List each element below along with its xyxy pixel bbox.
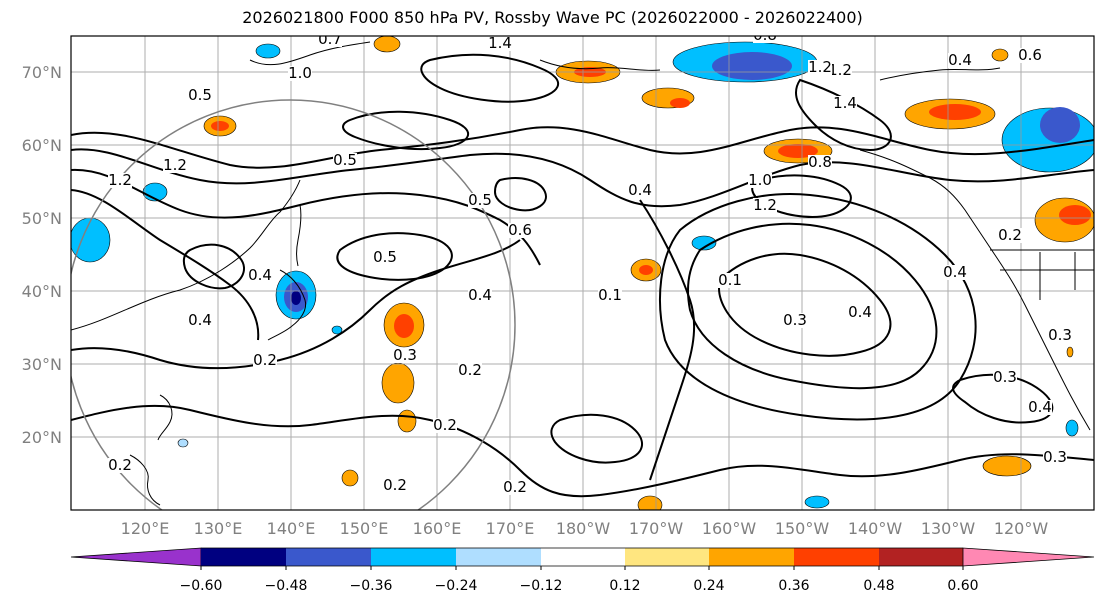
colorbar-extend-min <box>70 547 202 567</box>
lon-label: 150°W <box>775 519 830 538</box>
contour-label: 1.4 <box>833 94 857 112</box>
contour-label: 0.4 <box>628 181 652 199</box>
lon-label: 170°E <box>486 519 535 538</box>
lon-label: 130°W <box>921 519 976 538</box>
graticule <box>71 36 1094 510</box>
contour-label: 0.2 <box>998 226 1022 244</box>
contour-label: 0.4 <box>248 266 272 284</box>
reference-circle <box>71 99 516 510</box>
lat-label: 20°N <box>22 428 62 447</box>
colorbar-tick-label: −0.60 <box>180 578 223 594</box>
colorbar-tick-labels: −0.60 −0.48 −0.36 −0.24 −0.12 0.12 0.24 0.36 0.4… <box>180 566 979 594</box>
contour-label: 0.5 <box>188 86 212 104</box>
contour-label: 0.5 <box>468 191 492 209</box>
lon-label: 140°E <box>267 519 316 538</box>
contour-label: 0.2 <box>253 351 277 369</box>
longitude-labels: 120°E 130°E 140°E 150°E 160°E 170°E 180°W 170°W… <box>121 519 1049 538</box>
contour-label: 1.0 <box>288 64 312 82</box>
contour-label: 0.8 <box>808 153 832 171</box>
contour-label: 0.3 <box>1043 448 1067 466</box>
colorbar-segment <box>625 548 709 566</box>
colorbar-tick-label: 0.60 <box>947 578 978 594</box>
lon-label: 160°E <box>413 519 462 538</box>
colorbar-tick-label: −0.48 <box>265 578 308 594</box>
map-plot-area: 1.40.71.00.81.20.51.21.2 0.50.50.40.60.40… <box>71 26 1094 510</box>
pv-contours <box>71 53 1094 498</box>
contour-label: 0.1 <box>598 286 622 304</box>
lat-label: 40°N <box>22 282 62 301</box>
contour-label: 0.3 <box>993 368 1017 386</box>
lon-label: 130°E <box>194 519 243 538</box>
contour-label: 0.2 <box>108 456 132 474</box>
contour-label: 1.2 <box>163 156 187 174</box>
contour-label: 1.4 <box>488 34 512 52</box>
colorbar-tick-label: 0.12 <box>609 578 640 594</box>
contour-label: 1.0 <box>748 171 772 189</box>
contour-label: 0.3 <box>1048 326 1072 344</box>
lon-label: 120°E <box>121 519 170 538</box>
colorbar-segment <box>456 548 541 566</box>
lat-label: 60°N <box>22 136 62 155</box>
colorbar-tick-label: −0.12 <box>520 578 563 594</box>
lon-label: 120°W <box>994 519 1049 538</box>
contour-label: 0.4 <box>468 286 492 304</box>
contour-label: 0.3 <box>393 346 417 364</box>
contour-label: 0.4 <box>948 51 972 69</box>
colorbar-extend-max <box>962 547 1095 567</box>
contour-labels: 1.40.71.00.81.20.51.21.2 0.50.50.40.60.40… <box>108 26 1072 496</box>
contour-label: 1.2 <box>753 196 777 214</box>
contour-label: 0.2 <box>433 416 457 434</box>
contour-label: 0.5 <box>333 151 357 169</box>
colorbar-tick-label: −0.24 <box>435 578 478 594</box>
lon-label: 150°E <box>340 519 389 538</box>
colorbar-tick-label: 0.36 <box>778 578 809 594</box>
contour-label: 0.4 <box>188 311 212 329</box>
contour-label: 1.2 <box>808 58 832 76</box>
contour-label: 0.8 <box>753 26 777 44</box>
contour-label: 0.4 <box>848 303 872 321</box>
map-frame <box>70 35 1095 511</box>
colorbar-tick-label: 0.48 <box>863 578 894 594</box>
lat-label: 30°N <box>22 355 62 374</box>
colorbar-segment <box>541 548 625 566</box>
colorbar-segment <box>879 548 963 566</box>
latitude-labels: 70°N 60°N 50°N 40°N 30°N 20°N <box>22 63 62 447</box>
lon-label: 180°W <box>556 519 611 538</box>
lat-label: 70°N <box>22 63 62 82</box>
colorbar-segment <box>201 548 286 566</box>
contour-label: 1.2 <box>108 171 132 189</box>
colorbar-segment <box>286 548 371 566</box>
lon-label: 140°W <box>848 519 903 538</box>
contour-label: 0.6 <box>508 221 532 239</box>
colorbar-tick-label: −0.36 <box>350 578 393 594</box>
colorbar-segment <box>371 548 456 566</box>
contour-label: 0.4 <box>1028 398 1052 416</box>
contour-label: 0.2 <box>503 478 527 496</box>
contour-label: 0.6 <box>1018 46 1042 64</box>
contour-label: 0.7 <box>318 30 342 48</box>
contour-label: 0.3 <box>783 311 807 329</box>
contour-label: 0.4 <box>943 263 967 281</box>
contour-label: 0.5 <box>373 248 397 266</box>
lon-label: 160°W <box>702 519 757 538</box>
contour-label: 0.2 <box>383 476 407 494</box>
colorbar-outline <box>201 547 963 567</box>
colorbar-segment <box>709 548 794 566</box>
colorbar <box>70 547 1095 567</box>
contour-label: 0.1 <box>718 271 742 289</box>
contour-label: 0.2 <box>458 361 482 379</box>
colorbar-tick-label: 0.24 <box>693 578 724 594</box>
lat-label: 50°N <box>22 209 62 228</box>
colorbar-segment <box>794 548 879 566</box>
chart-title: 2026021800 F000 850 hPa PV, Rossby Wave … <box>242 8 863 27</box>
lon-label: 170°W <box>629 519 684 538</box>
contour-label: 1.2 <box>828 61 852 79</box>
